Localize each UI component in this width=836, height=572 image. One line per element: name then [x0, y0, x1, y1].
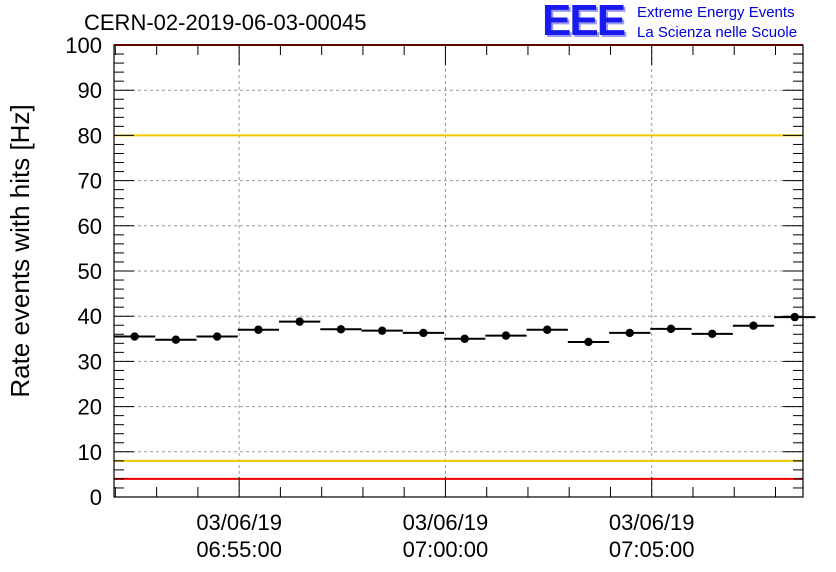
- x-tick-date-label: 03/06/19: [609, 510, 695, 535]
- x-tick-time-label: 06:55:00: [196, 537, 282, 562]
- y-tick-label: 70: [78, 169, 102, 194]
- data-point: [625, 328, 634, 338]
- y-axis-title: Rate events with hits [Hz]: [5, 104, 35, 397]
- eee-logo: EEE Extreme Energy Events La Scienza nel…: [542, 0, 836, 45]
- data-point: [749, 321, 758, 330]
- data-point: [543, 325, 552, 334]
- y-tick-label: 0: [90, 485, 102, 510]
- y-tick-label: 50: [78, 259, 102, 284]
- data-point: [377, 326, 387, 335]
- y-tick-label: 30: [78, 349, 102, 374]
- data-point: [295, 317, 304, 326]
- y-tick-label: 10: [78, 440, 102, 465]
- data-point: [460, 334, 469, 343]
- data-point: [501, 331, 511, 340]
- y-tick-label: 20: [78, 395, 102, 420]
- data-point: [584, 337, 593, 347]
- y-tick-label: 40: [78, 304, 102, 329]
- data-point: [130, 332, 139, 341]
- data-point: [171, 335, 181, 344]
- eee-logo-mark: EEE: [542, 0, 626, 45]
- x-tick-time-label: 07:05:00: [609, 537, 695, 562]
- x-tick-time-label: 07:00:00: [403, 537, 489, 562]
- y-tick-label: 80: [78, 123, 102, 148]
- x-tick-date-label: 03/06/19: [196, 510, 282, 535]
- data-point: [419, 328, 428, 338]
- data-point: [212, 332, 222, 341]
- run-title: CERN-02-2019-06-03-00045: [84, 10, 367, 35]
- logo-line-1: Extreme Energy Events: [637, 4, 795, 21]
- y-tick-label: 60: [78, 214, 102, 239]
- data-point: [254, 325, 263, 334]
- data-point: [708, 329, 717, 339]
- data-point: [790, 312, 799, 322]
- logo-line-2: La Scienza nelle Scuole: [637, 24, 798, 41]
- y-tick-label: 100: [65, 33, 102, 58]
- y-tick-label: 90: [78, 78, 102, 103]
- data-point: [336, 325, 346, 334]
- data-point: [666, 324, 676, 334]
- x-tick-date-label: 03/06/19: [403, 510, 489, 535]
